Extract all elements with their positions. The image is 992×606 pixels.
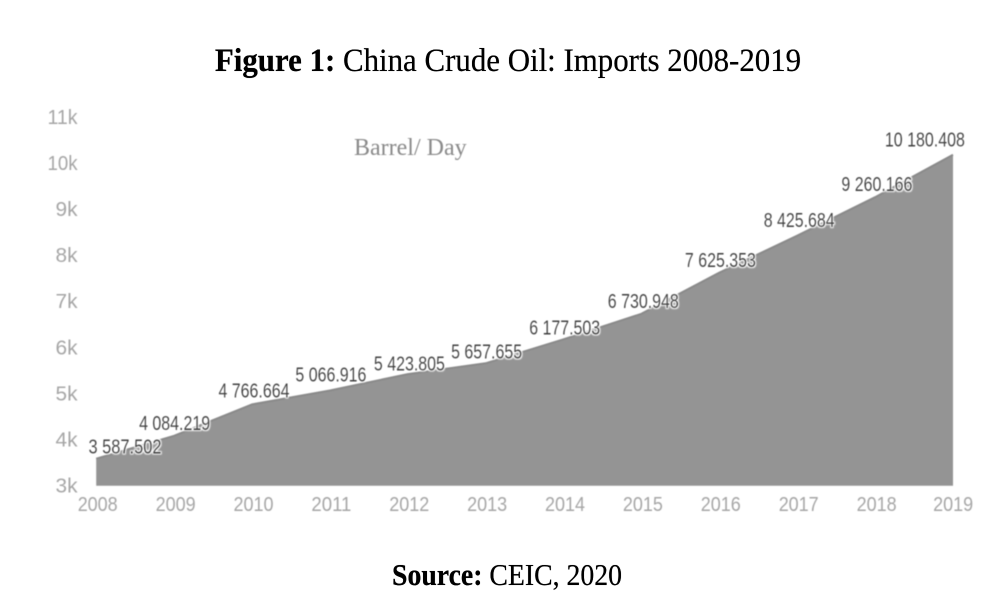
svg-text:5 423.805: 5 423.805 [374, 354, 445, 376]
svg-text:8k: 8k [56, 245, 79, 267]
svg-text:6 730.948: 6 730.948 [608, 291, 679, 313]
svg-text:2010: 2010 [234, 494, 274, 516]
svg-text:2019: 2019 [933, 494, 973, 516]
svg-text:10 180.408: 10 180.408 [885, 130, 965, 152]
svg-text:2017: 2017 [779, 494, 819, 516]
svg-text:7 625.353: 7 625.353 [685, 250, 756, 272]
svg-text:4 084.219: 4 084.219 [139, 413, 210, 435]
svg-text:2009: 2009 [156, 494, 196, 516]
svg-text:9 260.166: 9 260.166 [841, 174, 912, 196]
svg-text:9k: 9k [56, 199, 79, 221]
svg-text:10k: 10k [48, 153, 79, 175]
svg-text:3k: 3k [56, 476, 79, 498]
svg-text:2018: 2018 [857, 494, 897, 516]
svg-text:2015: 2015 [623, 494, 663, 516]
svg-text:4k: 4k [56, 430, 79, 452]
svg-text:Barrel/ Day: Barrel/ Day [354, 135, 467, 161]
svg-text:2016: 2016 [701, 494, 741, 516]
svg-text:6k: 6k [56, 337, 79, 359]
svg-text:5 657.655: 5 657.655 [451, 342, 522, 364]
svg-text:5 066.916: 5 066.916 [295, 364, 366, 386]
svg-text:2013: 2013 [467, 494, 507, 516]
svg-text:2008: 2008 [78, 494, 118, 516]
svg-text:6 177.503: 6 177.503 [529, 317, 600, 339]
svg-text:8 425.684: 8 425.684 [764, 210, 835, 232]
svg-text:5k: 5k [56, 383, 79, 405]
svg-text:7k: 7k [56, 291, 79, 313]
svg-text:11k: 11k [48, 107, 79, 129]
svg-text:4 766.664: 4 766.664 [219, 380, 290, 402]
svg-text:3 587.502: 3 587.502 [89, 436, 162, 458]
svg-text:2012: 2012 [389, 494, 429, 516]
svg-text:2011: 2011 [311, 494, 351, 516]
svg-text:2014: 2014 [545, 494, 585, 516]
